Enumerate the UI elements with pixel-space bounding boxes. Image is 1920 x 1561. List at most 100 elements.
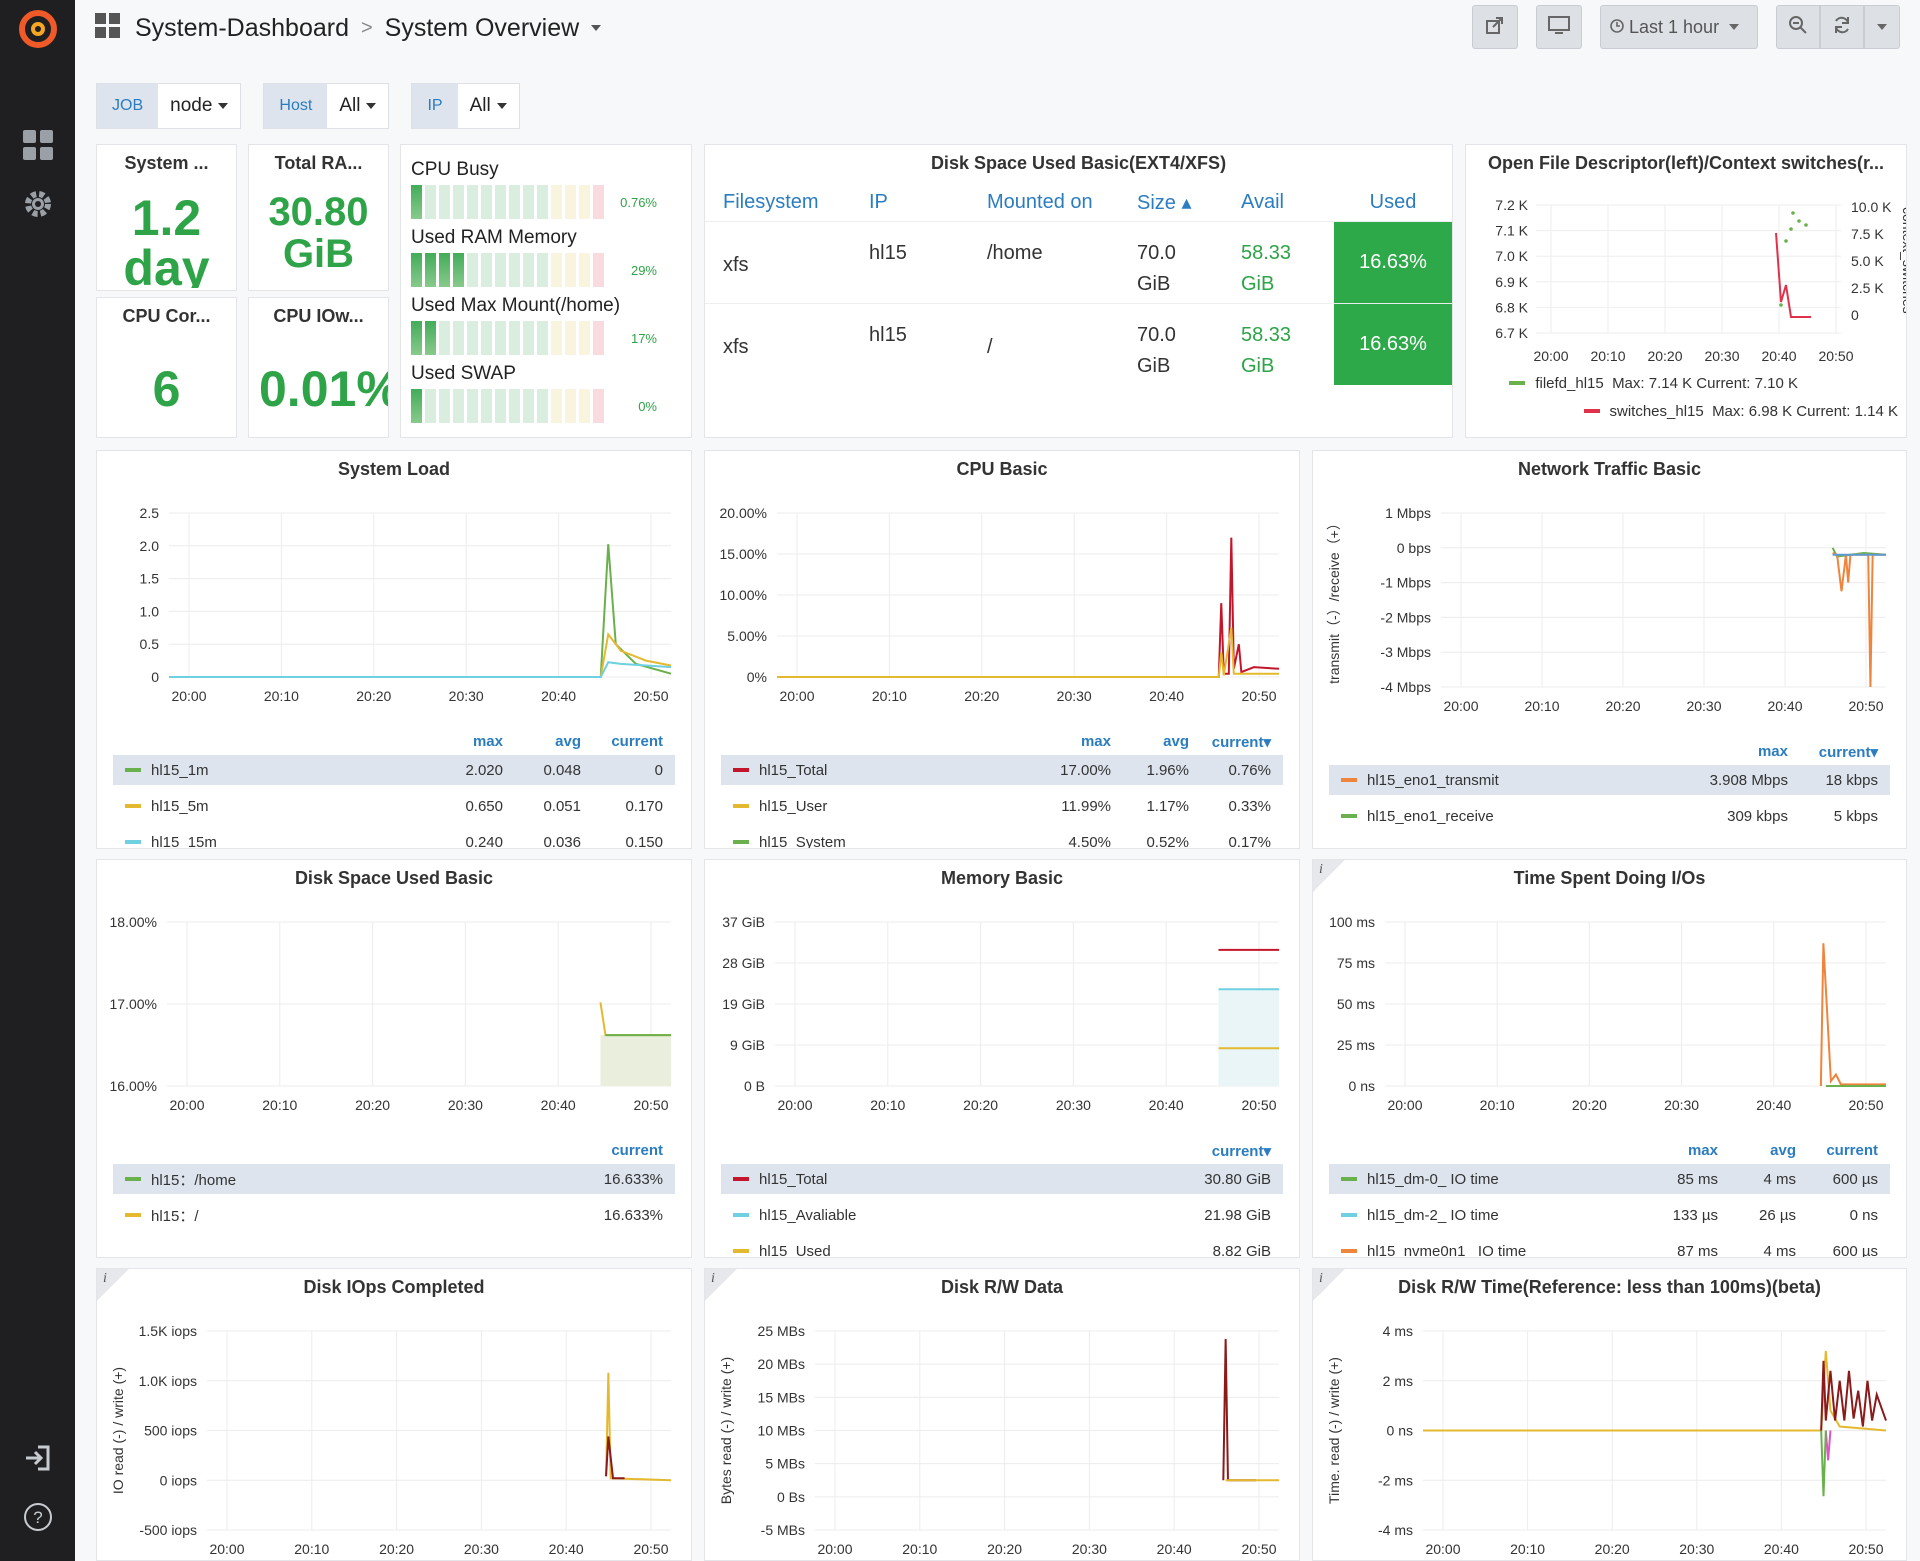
legend-column-header[interactable]: avg: [1770, 1142, 1796, 1159]
y2-tick-label: 5.0 K: [1851, 253, 1884, 269]
graph-canvas[interactable]: 100 ms 75 ms 50 ms 25 ms 0 ns 20:00 20:10 20:20…: [1313, 896, 1907, 1141]
gauge-label: Used Max Mount(/home): [411, 295, 621, 316]
tv-mode-button[interactable]: [1536, 5, 1582, 49]
var-ip-select[interactable]: All: [458, 84, 519, 128]
legend-column-header[interactable]: current▾: [1211, 734, 1271, 751]
column-header[interactable]: Used: [1369, 191, 1417, 214]
y-tick-label: 1 Mbps: [1385, 505, 1431, 521]
graph-panel-cpu-basic[interactable]: CPU Basic 20.00% 15.00% 10.00% 5.00% 0% 20:00 2…: [704, 450, 1300, 849]
legend-row[interactable]: hl15_dm-2_ IO time 133 µs 26 µs 0 ns: [1329, 1200, 1890, 1230]
legend-row[interactable]: hl15_1m 2.020 0.048 0: [113, 755, 675, 785]
var-job[interactable]: JOB node: [96, 83, 242, 129]
legend-row[interactable]: hl15_eno1_transmit 3.908 Mbps 18 kbps: [1329, 765, 1890, 795]
info-icon[interactable]: i: [705, 1269, 737, 1301]
legend-column-header[interactable]: current▾: [1211, 1143, 1271, 1160]
legend-row[interactable]: hl15_5m 0.650 0.051 0.170: [113, 791, 675, 821]
graph-canvas[interactable]: 4 ms 2 ms 0 ns -2 ms -4 ms 20:00 20:10 20:20 20:…: [1313, 1305, 1907, 1558]
legend-name: hl15_15m: [151, 833, 217, 849]
stat-panel-cpu-iowait[interactable]: CPU IOw... 0.01%: [248, 297, 389, 438]
var-host-value: All: [339, 95, 361, 116]
legend-row[interactable]: hl15_Used 8.82 GiB: [721, 1236, 1283, 1257]
column-header[interactable]: Size ▴: [1137, 192, 1192, 215]
ofd-graph[interactable]: 7.2 K 7.1 K 7.0 K 6.9 K 6.8 K 6.7 K 10.0 K 7.5 …: [1466, 185, 1907, 405]
graph-panel-network[interactable]: Network Traffic Basic 1 Mbps 0 bps -1 Mbps -…: [1312, 450, 1907, 849]
gear-icon[interactable]: [0, 188, 75, 220]
series-line: [1819, 943, 1886, 1087]
legend-column-header[interactable]: avg: [555, 733, 581, 750]
stat-panel-uptime[interactable]: System ... 1.2 day: [96, 144, 237, 291]
legend-column-header[interactable]: current▾: [1818, 744, 1878, 761]
graph-canvas[interactable]: 2.5 2.0 1.5 1.0 0.5 0 20:00 20:10 20:20 20:30 20:4…: [97, 487, 692, 732]
stat-panel-total-ram[interactable]: Total RA... 30.80 GiB: [248, 144, 389, 291]
graph-canvas[interactable]: 37 GiB 28 GiB 19 GiB 9 GiB 0 B 20:00 20:10 20:2…: [705, 896, 1300, 1141]
chevron-down-icon[interactable]: [591, 25, 602, 31]
legend-column-header[interactable]: avg: [1163, 733, 1189, 750]
graph-panel-disk-used[interactable]: Disk Space Used Basic 18.00% 17.00% 16.00% 2…: [96, 859, 692, 1258]
legend-row[interactable]: hl15_eno1_receive 309 kbps 5 kbps: [1329, 801, 1890, 831]
dashboards-icon[interactable]: [95, 12, 121, 44]
column-header[interactable]: Filesystem: [723, 191, 819, 214]
info-icon[interactable]: i: [1313, 1269, 1345, 1301]
legend-row[interactable]: hl15_15m 0.240 0.036 0.150: [113, 827, 675, 849]
legend-column-header[interactable]: current: [611, 733, 663, 750]
graph-panel-io-time[interactable]: i Time Spent Doing I/Os 100 ms 75 ms 50 ms 25…: [1312, 859, 1907, 1258]
legend-column-header[interactable]: max: [1757, 743, 1788, 760]
gauge-label: CPU Busy: [411, 159, 499, 180]
legend-row[interactable]: hl15_Total 17.00% 1.96% 0.76%: [721, 755, 1283, 785]
column-header[interactable]: IP: [869, 191, 888, 214]
legend-value: 87 ms: [1677, 1242, 1718, 1258]
graph-canvas[interactable]: 20.00% 15.00% 10.00% 5.00% 0% 20:00 20:10 20:20…: [705, 487, 1300, 732]
graph-panel-disk-rw-time[interactable]: i Disk R/W Time(Reference: less than 100m…: [1312, 1268, 1907, 1561]
bar-gauge-panel[interactable]: CPU Busy 0.76% Used RAM Memory 29% Used Max …: [400, 144, 692, 438]
legend-column-header[interactable]: max: [1687, 1142, 1718, 1159]
graph-canvas[interactable]: 1 Mbps 0 bps -1 Mbps -2 Mbps -3 Mbps -4 Mbps 2…: [1313, 487, 1907, 732]
legend-row[interactable]: hl15_User 11.99% 1.17% 0.33%: [721, 791, 1283, 821]
graph-panel-disk-iops[interactable]: i Disk IOps Completed 1.5K iops 1.0K iops 50…: [96, 1268, 692, 1561]
column-header[interactable]: Mounted on: [987, 191, 1093, 214]
page-title[interactable]: System Overview: [384, 13, 580, 42]
graph-panel-system-load[interactable]: System Load 2.5 2.0 1.5 1.0 0.5 0 20:00 20:10 20:…: [96, 450, 692, 849]
legend-column-header[interactable]: current: [1826, 1142, 1878, 1159]
x-tick-label: 20:40: [1756, 1097, 1791, 1113]
legend-item[interactable]: filefd_hl15 Max: 7.14 K Current: 7.10 K: [1482, 371, 1890, 395]
x-tick-label: 20:10: [902, 1541, 937, 1557]
info-icon[interactable]: i: [97, 1269, 129, 1301]
legend-row[interactable]: hl15_nvme0n1_ IO time 87 ms 4 ms 600 µs: [1329, 1236, 1890, 1258]
grafana-logo-icon[interactable]: [0, 8, 75, 50]
graph-panel-memory[interactable]: Memory Basic 37 GiB 28 GiB 19 GiB 9 GiB 0 B 20…: [704, 859, 1300, 1258]
legend-row[interactable]: hl15_Total 30.80 GiB: [721, 1164, 1283, 1194]
graph-canvas[interactable]: 25 MBs 20 MBs 15 MBs 10 MBs 5 MBs 0 Bs -5 MBs 2…: [705, 1305, 1300, 1558]
zoom-out-button[interactable]: [1776, 5, 1820, 49]
stat-panel-cpu-cores[interactable]: CPU Cor... 6: [96, 297, 237, 438]
help-icon[interactable]: ?: [0, 1502, 75, 1532]
legend-column-header[interactable]: max: [472, 733, 503, 750]
legend-row[interactable]: hl15：/home 16.633%: [113, 1164, 675, 1194]
share-button[interactable]: [1472, 5, 1518, 49]
column-header[interactable]: Avail: [1241, 191, 1284, 214]
legend-row[interactable]: hl15_Avaliable 21.98 GiB: [721, 1200, 1283, 1230]
legend-row[interactable]: hl15：/ 16.633%: [113, 1200, 675, 1230]
legend-column-header[interactable]: current: [611, 1142, 663, 1159]
var-host-select[interactable]: All: [327, 84, 388, 128]
graph-panel-disk-rw[interactable]: i Disk R/W Data 25 MBs 20 MBs 15 MBs 10 MBs 5 …: [704, 1268, 1300, 1561]
disk-space-table-panel[interactable]: Disk Space Used Basic(EXT4/XFS) Filesyst…: [704, 144, 1453, 438]
legend-column-header[interactable]: max: [1080, 733, 1111, 750]
time-picker-button[interactable]: Last 1 hour: [1600, 5, 1758, 49]
var-job-select[interactable]: node: [158, 84, 240, 128]
legend-row[interactable]: hl15_System 4.50% 0.52% 0.17%: [721, 827, 1283, 848]
var-ip[interactable]: IP All: [411, 83, 520, 129]
var-host[interactable]: Host All: [263, 83, 390, 129]
avail-value: 58.33: [1241, 241, 1292, 264]
refresh-interval-dropdown[interactable]: [1864, 5, 1900, 49]
legend-item[interactable]: switches_hl15 Max: 6.98 K Current: 1.14 …: [1482, 399, 1898, 423]
breadcrumb-folder[interactable]: System-Dashboard: [135, 13, 349, 42]
dashboards-icon[interactable]: [0, 130, 75, 160]
graph-canvas[interactable]: 18.00% 17.00% 16.00% 20:00 20:10 20:20 20:30 20…: [97, 896, 692, 1141]
legend-row[interactable]: hl15_dm-0_ IO time 85 ms 4 ms 600 µs: [1329, 1164, 1890, 1194]
gauge-bar: [411, 185, 604, 219]
open-file-descriptor-panel[interactable]: Open File Descriptor(left)/Context switc…: [1465, 144, 1907, 438]
info-icon[interactable]: i: [1313, 860, 1345, 892]
refresh-button[interactable]: [1820, 5, 1864, 49]
graph-canvas[interactable]: 1.5K iops 1.0K iops 500 iops 0 iops -500 iop…: [97, 1305, 692, 1558]
sign-in-icon[interactable]: [0, 1444, 75, 1472]
